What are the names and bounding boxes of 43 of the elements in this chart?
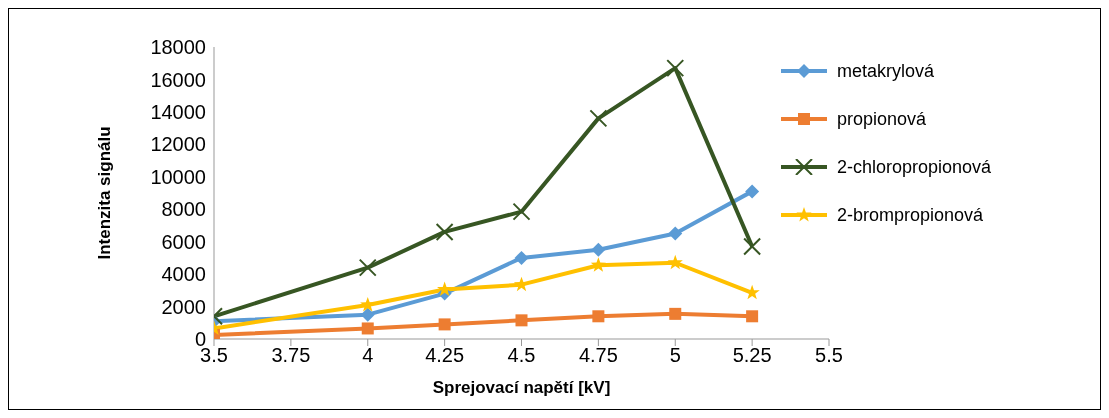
y-axis-title: Intenzita signálu [95,126,115,260]
point [592,310,605,323]
y-tick-label: 16000 [150,68,206,91]
x-tick-label: 4.25 [425,344,465,367]
point [360,307,375,322]
point [438,318,451,331]
x-tick-label: 4.75 [578,344,618,367]
point [743,237,762,256]
legend-label: metakrylová [837,60,935,82]
x-tick-label: 5 [669,344,681,367]
point [590,257,606,272]
x-tick-label: 5.25 [732,344,772,367]
point [669,307,682,320]
y-tick-label: 10000 [150,165,206,188]
x-tick-label: 4.5 [507,344,536,367]
point [361,322,374,335]
x-tick-label: 3.75 [271,344,311,367]
y-tick-label: 18000 [150,36,206,59]
point [514,250,529,265]
y-tick-label: 14000 [150,100,206,123]
point [668,226,683,241]
x-axis-title: Sprejovací napětí [kV] [432,378,611,397]
point [667,254,683,270]
point [745,184,760,199]
point [358,258,377,277]
y-tick-label: 4000 [161,263,206,286]
y-tick-label: 12000 [150,133,206,156]
y-tick-label: 6000 [161,230,206,253]
x-tick-label: 4 [362,344,374,367]
point [666,59,685,78]
point [512,202,531,221]
x-tick-label: 5.5 [815,344,843,367]
point [515,314,528,327]
point [435,222,454,241]
point [591,242,606,257]
legend-label: 2-chloropropionová [837,156,992,178]
legend-label: 2-brompropionová [837,204,984,226]
point [589,109,608,128]
point [746,310,759,323]
point [437,281,453,296]
legend-label: propionová [837,108,927,130]
y-tick-label: 8000 [161,198,206,221]
y-tick-label: 2000 [161,295,206,318]
